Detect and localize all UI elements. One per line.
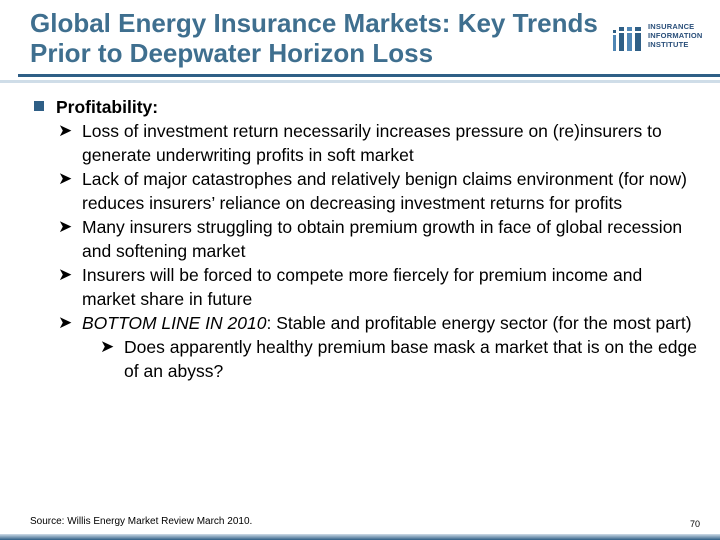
logo-line: INFORMATION [648, 31, 703, 40]
sub-bullet-text: Insurers will be forced to compete more … [82, 265, 643, 309]
square-bullet-icon [34, 101, 44, 111]
slide-title: Global Energy Insurance Markets: Key Tre… [30, 8, 598, 68]
nested-bullet-text: Does apparently healthy premium base mas… [124, 337, 697, 381]
main-bullet: Profitability: [30, 95, 700, 119]
sub-bullet-text: Lack of major catastrophes and relativel… [82, 169, 688, 213]
logo-line: INSURANCE [648, 22, 695, 31]
arrow-bullet-icon: ➤ [58, 217, 73, 236]
nested-bullet: ➤ Does apparently healthy premium base m… [30, 335, 700, 383]
arrow-bullet-icon: ➤ [58, 265, 73, 284]
arrow-bullet-icon: ➤ [100, 337, 115, 356]
title-divider-light [0, 80, 720, 83]
footer-bar [0, 534, 720, 540]
title-divider [18, 74, 720, 77]
bottom-line-bullet: ➤ BOTTOM LINE IN 2010: Stable and profit… [30, 311, 700, 335]
arrow-bullet-icon: ➤ [58, 121, 73, 140]
sub-bullet: ➤ Loss of investment return necessarily … [30, 119, 700, 167]
source-note: Source: Willis Energy Market Review Marc… [30, 516, 253, 527]
sub-bullet-text: Loss of investment return necessarily in… [82, 121, 662, 165]
logo-text: INSURANCE INFORMATION INSTITUTE [648, 22, 703, 49]
sub-bullet-text: Many insurers struggling to obtain premi… [82, 217, 683, 261]
iii-logo-icon [613, 27, 641, 51]
page-number: 70 [690, 519, 701, 529]
sub-bullet: ➤ Many insurers struggling to obtain pre… [30, 215, 700, 263]
sub-bullet: ➤ Lack of major catastrophes and relativ… [30, 167, 700, 215]
bullet-list: Profitability: ➤ Loss of investment retu… [30, 95, 700, 383]
arrow-bullet-icon: ➤ [58, 169, 73, 188]
arrow-bullet-icon: ➤ [58, 313, 73, 332]
main-bullet-text: Profitability: [56, 97, 159, 117]
bottom-line-label: BOTTOM LINE IN 2010 [82, 313, 267, 333]
bottom-line-text: : Stable and profitable energy sector (f… [266, 313, 692, 333]
logo-line: INSTITUTE [648, 40, 689, 49]
sub-bullet: ➤ Insurers will be forced to compete mor… [30, 263, 700, 311]
iii-logo: INSURANCE INFORMATION INSTITUTE [612, 22, 712, 62]
